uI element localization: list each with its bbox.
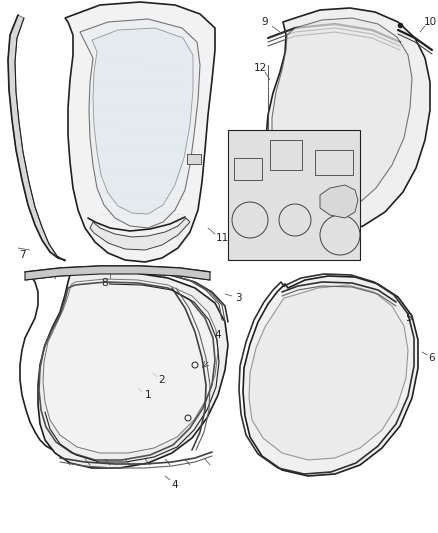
Text: 12: 12 [253, 63, 267, 73]
Polygon shape [25, 266, 210, 280]
Bar [315, 150, 353, 175]
Bar [270, 140, 302, 170]
Polygon shape [320, 185, 358, 218]
Polygon shape [8, 15, 65, 261]
Text: 4: 4 [215, 330, 221, 340]
Text: 4: 4 [172, 480, 178, 490]
Text: 8: 8 [102, 278, 108, 288]
Bar [234, 158, 262, 180]
Polygon shape [80, 19, 200, 228]
Text: 10: 10 [424, 17, 437, 27]
Polygon shape [272, 18, 412, 213]
Polygon shape [92, 28, 193, 214]
Text: 5: 5 [405, 313, 411, 323]
Polygon shape [43, 279, 218, 453]
Polygon shape [90, 218, 190, 250]
Polygon shape [266, 8, 430, 233]
Text: 9: 9 [261, 17, 268, 27]
Polygon shape [249, 285, 408, 460]
Text: 11: 11 [215, 233, 229, 243]
Polygon shape [228, 130, 360, 260]
Bar [187, 154, 201, 164]
Text: 3: 3 [235, 293, 241, 303]
Text: 7: 7 [19, 250, 25, 260]
Text: 6: 6 [429, 353, 435, 363]
Text: 2: 2 [159, 375, 165, 385]
Text: 1: 1 [145, 390, 151, 400]
Polygon shape [38, 272, 228, 468]
Polygon shape [65, 2, 215, 262]
Polygon shape [243, 276, 418, 476]
